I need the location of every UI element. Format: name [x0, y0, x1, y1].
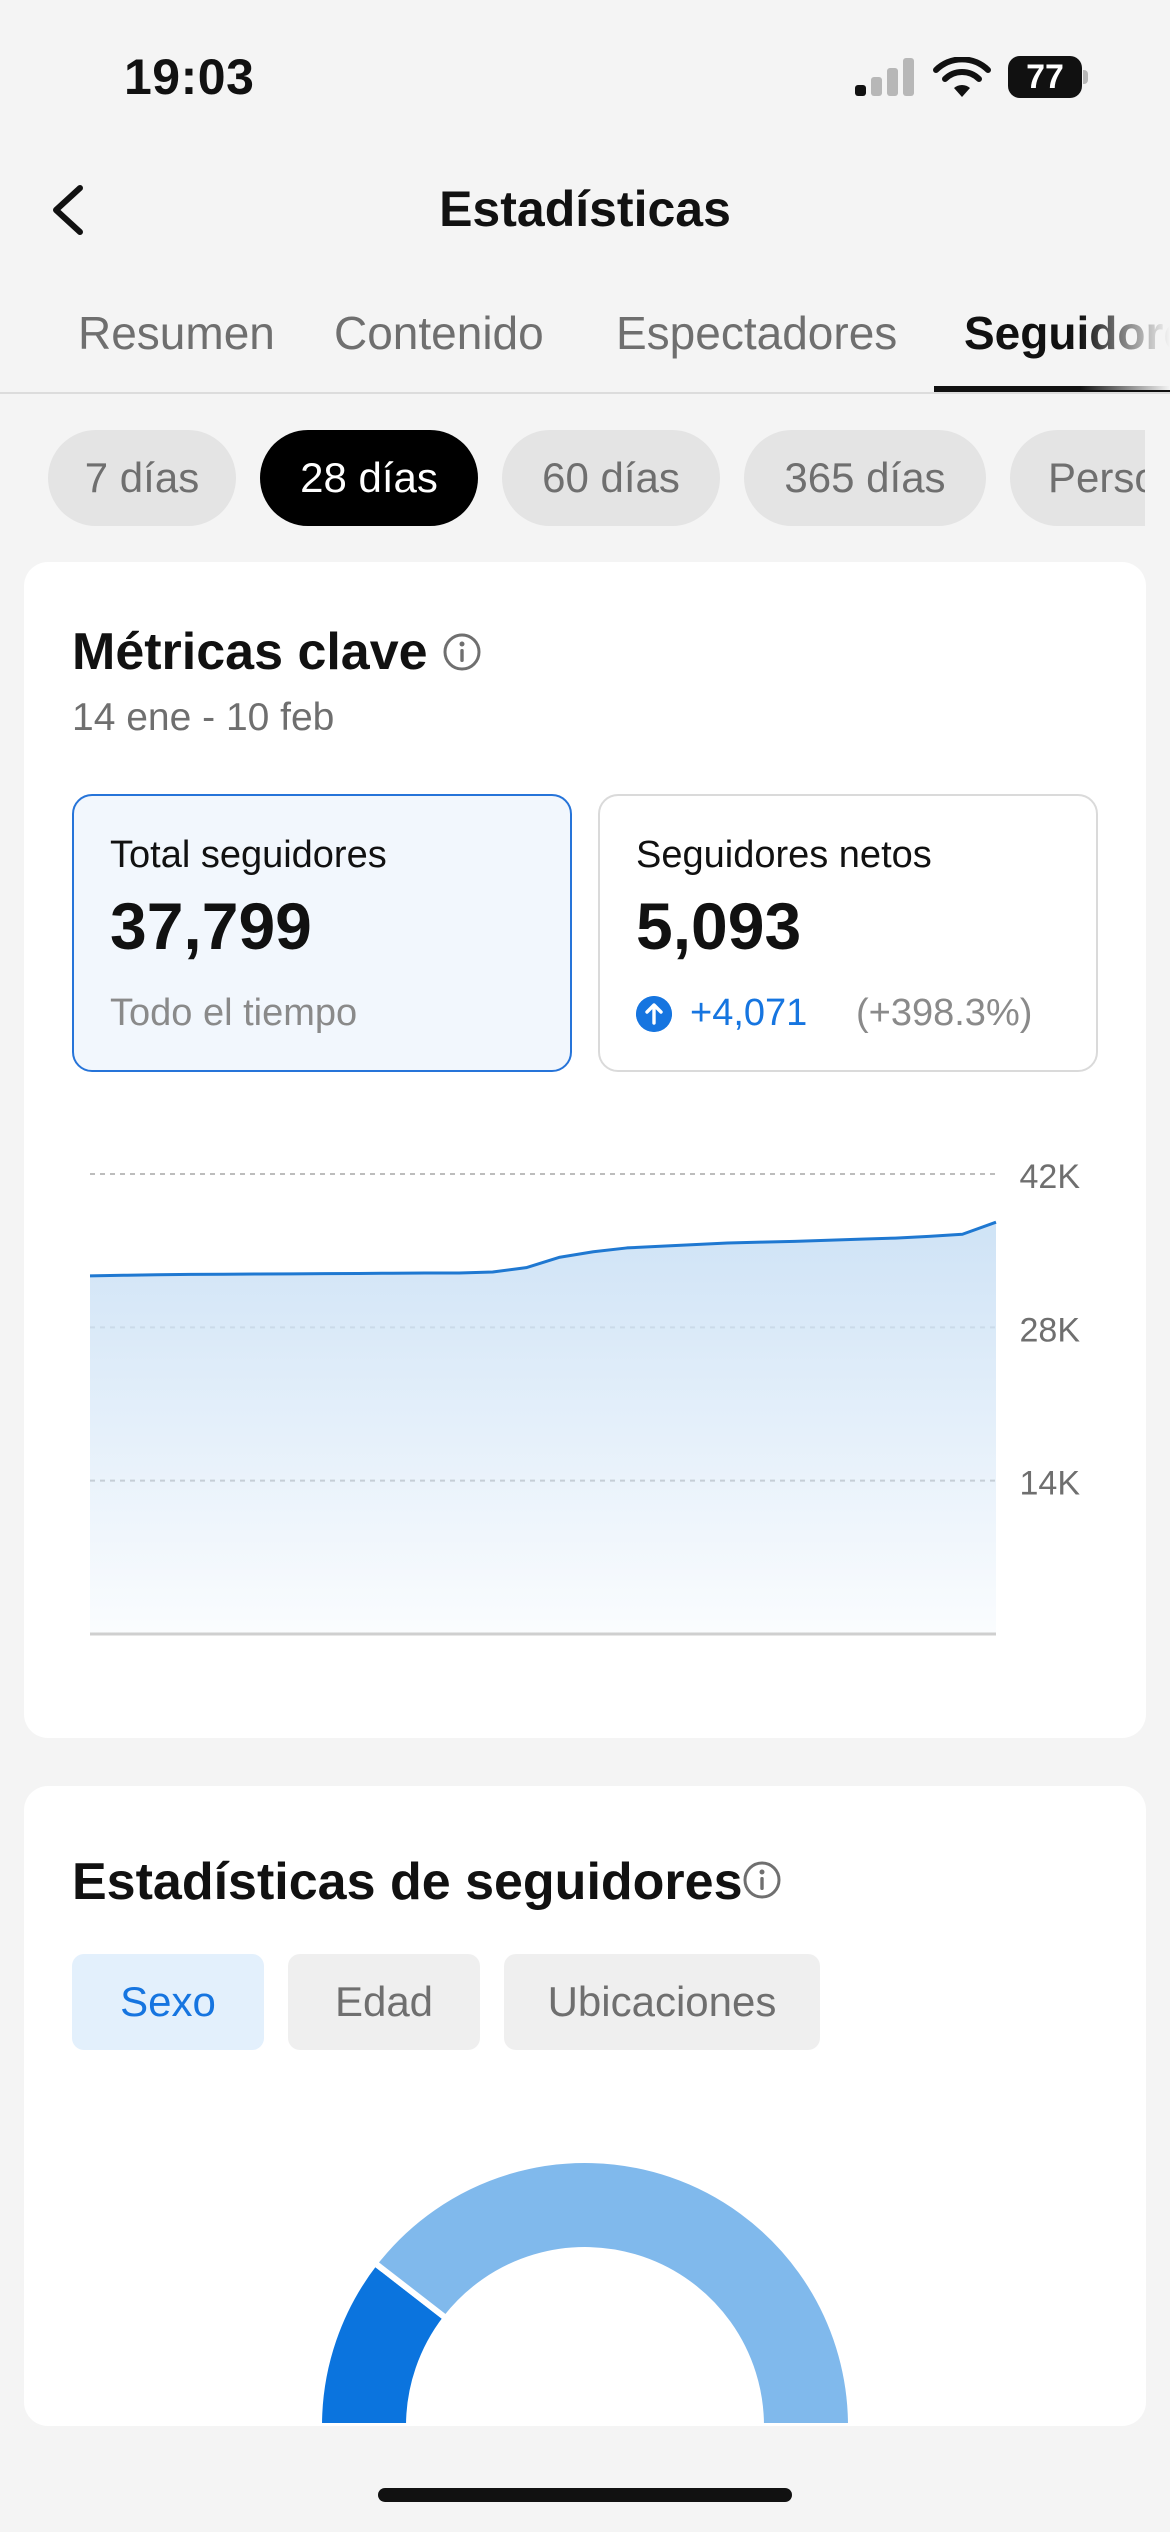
data-point — [257, 1273, 259, 1275]
cellular-signal-icon — [855, 58, 915, 96]
data-point — [727, 1242, 729, 1244]
battery-icon: 77 — [1008, 56, 1088, 98]
data-point — [861, 1238, 863, 1240]
delta-percent: (+398.3%) — [856, 992, 1033, 1034]
data-point — [89, 1275, 91, 1277]
series-line — [89, 1220, 997, 1278]
status-time: 19:03 — [124, 49, 255, 105]
data-point — [290, 1273, 292, 1275]
gender-donut-chart — [315, 2157, 855, 2426]
wifi-icon — [933, 57, 991, 97]
period-selector: 7 días 28 días 60 días 365 días Personal… — [0, 430, 1145, 526]
net-followers-metric[interactable]: Seguidores netos 5,093 +4,071 (+398.3%) — [598, 794, 1098, 1072]
data-point — [794, 1240, 796, 1242]
net-followers-label: Seguidores netos — [636, 834, 932, 876]
data-point — [492, 1271, 494, 1273]
arrow-up-icon — [636, 996, 672, 1032]
y-tick-label: 28K — [1020, 1311, 1081, 1349]
data-point — [324, 1273, 326, 1275]
date-range: 14 ene - 10 feb — [72, 696, 335, 739]
data-point — [659, 1245, 661, 1247]
data-point — [357, 1272, 359, 1274]
data-point — [190, 1273, 192, 1275]
page-title: Estadísticas — [439, 181, 731, 237]
follower-stats-title: Estadísticas de seguidores — [72, 1853, 743, 1911]
info-icon[interactable] — [742, 1860, 782, 1900]
follower-stats-card: Estadísticas de seguidores Sexo Edad Ubi… — [24, 1786, 1146, 2426]
donut-segment-1 — [370, 2157, 855, 2426]
data-point — [592, 1251, 594, 1253]
data-point — [693, 1244, 695, 1246]
tab-sexo[interactable]: Sexo — [72, 1954, 264, 2050]
data-point — [760, 1241, 762, 1243]
data-point — [928, 1235, 930, 1237]
data-point — [995, 1221, 997, 1223]
back-arrow-icon[interactable] — [40, 178, 96, 242]
info-icon[interactable] — [442, 632, 482, 672]
battery-level: 77 — [1008, 56, 1082, 98]
key-metrics-title: Métricas clave — [72, 623, 428, 681]
tab-bar: Resumen Contenido Espectadores Seguidore… — [0, 290, 1170, 394]
data-point — [961, 1233, 963, 1235]
key-metrics-card: Métricas clave 14 ene - 10 feb Total seg… — [24, 562, 1146, 1738]
tab-edad[interactable]: Edad — [288, 1954, 480, 2050]
chip-365-dias[interactable]: 365 días — [744, 430, 986, 526]
total-followers-metric[interactable]: Total seguidores 37,799 Todo el tiempo — [72, 794, 572, 1072]
followers-area-chart: 42K28K14K14 ene10 feb — [89, 1158, 1081, 1636]
chip-7-dias[interactable]: 7 días — [48, 430, 236, 526]
chip-60-dias[interactable]: 60 días — [502, 430, 720, 526]
tab-espectadores[interactable]: Espectadores — [616, 307, 898, 359]
area-fill — [90, 1222, 996, 1634]
active-tab-indicator — [934, 386, 1170, 392]
tab-ubicaciones[interactable]: Ubicaciones — [504, 1954, 820, 2050]
nav-bar: Estadísticas — [0, 160, 1170, 260]
data-point — [425, 1272, 427, 1274]
y-tick-label: 42K — [1020, 1158, 1081, 1196]
status-bar: 19:03 77 — [0, 0, 1170, 150]
data-point — [223, 1273, 225, 1275]
data-point — [123, 1274, 125, 1276]
tab-resumen[interactable]: Resumen — [78, 307, 275, 359]
chip-28-dias[interactable]: 28 días — [260, 430, 478, 526]
data-point — [156, 1274, 158, 1276]
data-point — [626, 1247, 628, 1249]
data-point — [894, 1237, 896, 1239]
data-point — [458, 1272, 460, 1274]
data-point — [391, 1272, 393, 1274]
net-followers-value: 5,093 — [636, 889, 802, 963]
delta-value: +4,071 — [690, 992, 808, 1034]
total-followers-label: Total seguidores — [110, 834, 387, 876]
chip-personalizado[interactable]: Personalizado — [1010, 430, 1145, 526]
data-point — [559, 1256, 561, 1258]
total-followers-value: 37,799 — [110, 889, 312, 963]
total-followers-period: Todo el tiempo — [110, 992, 358, 1034]
data-point — [525, 1267, 527, 1269]
home-indicator — [378, 2488, 792, 2502]
y-tick-label: 14K — [1020, 1465, 1081, 1503]
tab-contenido[interactable]: Contenido — [334, 307, 544, 359]
data-point — [827, 1239, 829, 1241]
